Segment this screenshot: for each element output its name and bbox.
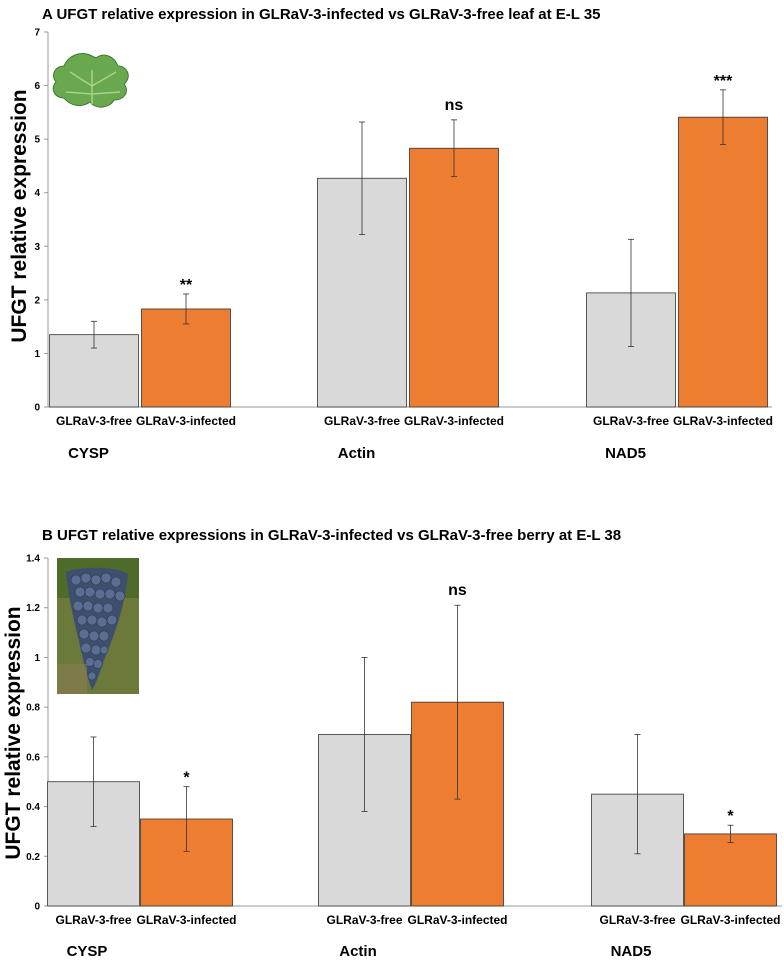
significance-marker: ns xyxy=(448,582,467,599)
group-label-cysp: CYSP xyxy=(67,943,108,960)
bar-sublabel: GLRaV-3-infected xyxy=(136,913,236,927)
grape-bunch-image xyxy=(57,558,139,694)
bar-sublabel: GLRaV-3-free xyxy=(593,414,669,428)
y-tick-label: 5 xyxy=(34,135,40,146)
y-tick-label: 0 xyxy=(34,403,40,414)
bar-sublabel: GLRaV-3-free xyxy=(55,913,131,927)
y-tick-label: 2 xyxy=(34,295,40,306)
y-tick-label: 0.4 xyxy=(26,802,40,813)
y-tick-label: 3 xyxy=(34,242,40,253)
group-label-nad5: NAD5 xyxy=(605,445,646,462)
bar-sublabel: GLRaV-3-infected xyxy=(673,414,773,428)
bar-sublabel: GLRaV-3-free xyxy=(599,913,675,927)
chart-b: B UFGT relative expressions in GLRaV-3-i… xyxy=(2,527,782,960)
y-tick-label: 0.8 xyxy=(26,703,40,714)
y-tick-label: 0 xyxy=(34,902,40,913)
significance-marker: *** xyxy=(714,73,733,90)
bar-actin-infected xyxy=(409,147,499,408)
y-tick-label: 0.2 xyxy=(26,852,40,863)
bar-sublabel: GLRaV-3-free xyxy=(56,414,132,428)
grape-leaf-image xyxy=(52,53,129,108)
bar-sublabel: GLRaV-3-infected xyxy=(407,913,507,927)
significance-marker: ** xyxy=(180,277,193,294)
y-tick-label: 4 xyxy=(34,188,40,199)
bar-nad5-infected xyxy=(684,833,777,907)
bar-sublabel: GLRaV-3-free xyxy=(326,913,402,927)
y-tick-label: 1.4 xyxy=(26,554,40,565)
significance-marker: * xyxy=(183,770,190,787)
chart-a-title: A UFGT relative expression in GLRaV-3-in… xyxy=(42,6,601,23)
bar-sublabel: GLRaV-3-infected xyxy=(680,913,780,927)
bar-sublabel: GLRaV-3-infected xyxy=(136,414,236,428)
group-label-cysp: CYSP xyxy=(68,445,109,462)
bar-sublabel: GLRaV-3-infected xyxy=(404,414,504,428)
bar-sublabel: GLRaV-3-free xyxy=(324,414,400,428)
group-label-actin: Actin xyxy=(338,445,376,462)
y-tick-label: 0.6 xyxy=(26,752,40,763)
group-label-nad5: NAD5 xyxy=(611,943,652,960)
chart-b-title: B UFGT relative expressions in GLRaV-3-i… xyxy=(42,527,621,544)
y-tick-label: 1 xyxy=(34,349,40,360)
bar-nad5-infected xyxy=(678,116,768,408)
group-label-actin: Actin xyxy=(339,943,377,960)
y-tick-label: 1.2 xyxy=(26,603,40,614)
significance-marker: ns xyxy=(445,97,464,114)
y-tick-label: 1 xyxy=(34,653,40,664)
bar-cysp-infected xyxy=(141,308,231,408)
significance-marker: * xyxy=(727,808,734,825)
chart-b-y-axis-label: UFGT relative expression xyxy=(2,606,25,859)
y-tick-label: 6 xyxy=(34,81,40,92)
chart-a: A UFGT relative expression in GLRaV-3-in… xyxy=(8,6,773,462)
chart-a-y-axis-label: UFGT relative expression xyxy=(8,89,31,342)
y-tick-label: 7 xyxy=(34,28,40,39)
